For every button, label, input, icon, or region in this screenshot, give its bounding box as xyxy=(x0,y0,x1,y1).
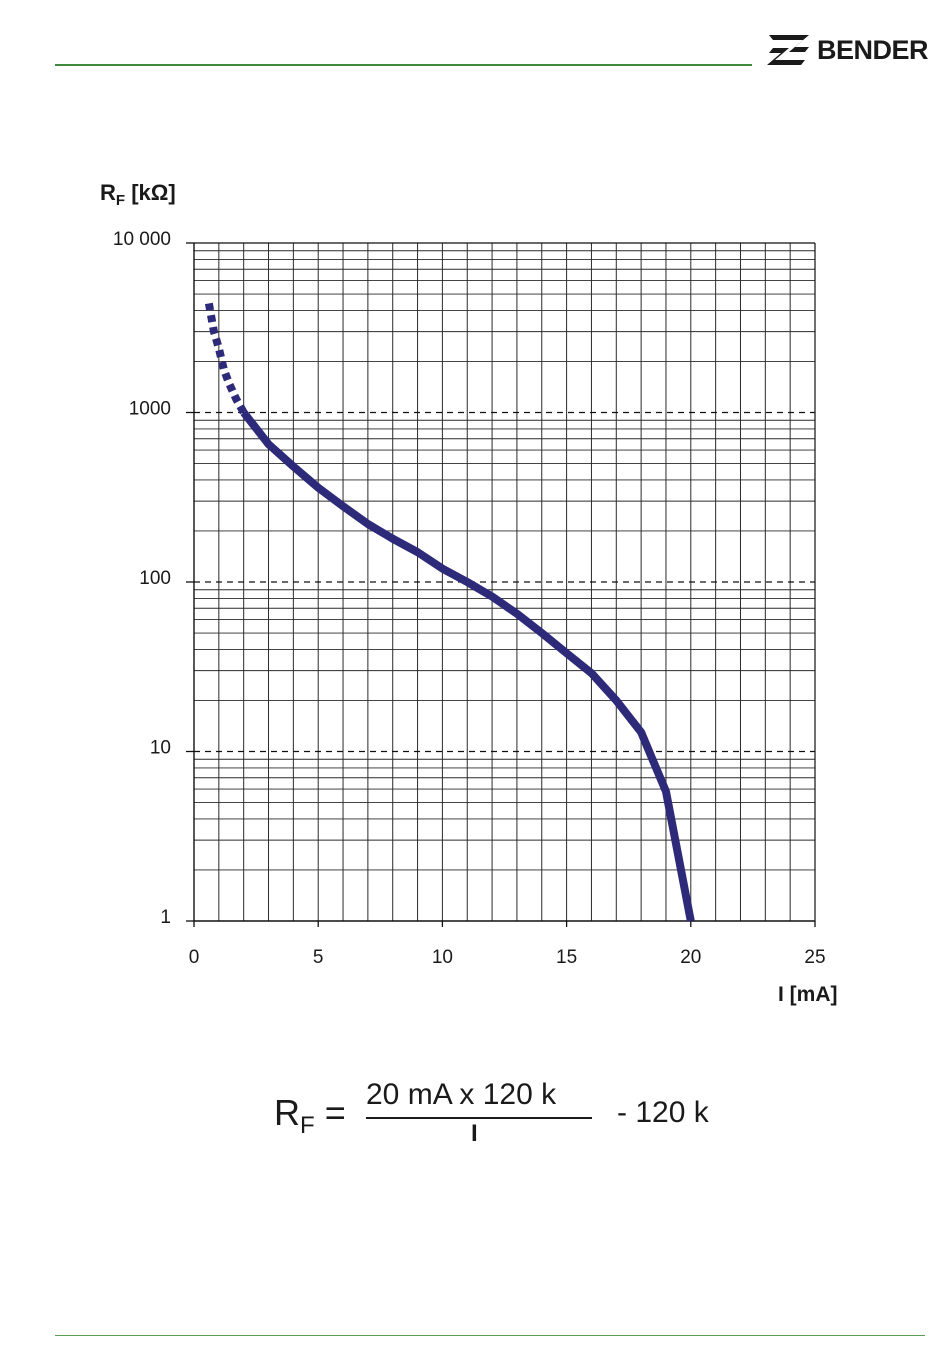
formula-lhs-subscript: F xyxy=(300,1112,315,1139)
brand-name: BENDER xyxy=(816,34,929,65)
y-axis-unit: [kΩ] xyxy=(131,180,176,205)
formula-fraction-bar xyxy=(366,1117,592,1119)
y-axis-symbol: R xyxy=(100,180,116,205)
bender-logo-icon xyxy=(766,35,809,65)
y-tick-label: 1000 xyxy=(129,399,171,420)
formula-denominator: I xyxy=(471,1120,478,1147)
formula-lhs: RF = xyxy=(274,1092,346,1140)
y-axis-title: RF [kΩ] xyxy=(100,180,176,209)
y-tick-label: 100 xyxy=(139,568,171,589)
x-tick-label: 10 xyxy=(432,947,453,968)
x-tick-label: 20 xyxy=(680,947,701,968)
formula: RF = 20 mA x 120 k I - 120 k xyxy=(274,1078,734,1158)
series-line-dashed xyxy=(204,302,248,415)
formula-rhs: - 120 k xyxy=(617,1096,709,1129)
formula-lhs-symbol: R xyxy=(274,1092,300,1133)
series-line-solid xyxy=(240,410,695,922)
formula-numerator: 20 mA x 120 k xyxy=(366,1078,557,1111)
x-tick-label: 25 xyxy=(804,947,825,968)
y-axis-subscript: F xyxy=(115,192,126,209)
y-tick-label: 10 000 xyxy=(113,229,171,250)
footer-rule xyxy=(55,1335,925,1336)
x-tick-label: 5 xyxy=(313,947,324,968)
x-axis-title: I [mA] xyxy=(778,983,838,1006)
y-tick-label: 10 xyxy=(150,738,171,759)
x-tick-label: 15 xyxy=(556,947,577,968)
header-rule xyxy=(55,64,752,66)
formula-equals: = xyxy=(324,1092,346,1133)
brand: BENDER xyxy=(765,32,929,68)
y-tick-label: 1 xyxy=(160,907,171,928)
x-tick-label: 0 xyxy=(189,947,200,968)
